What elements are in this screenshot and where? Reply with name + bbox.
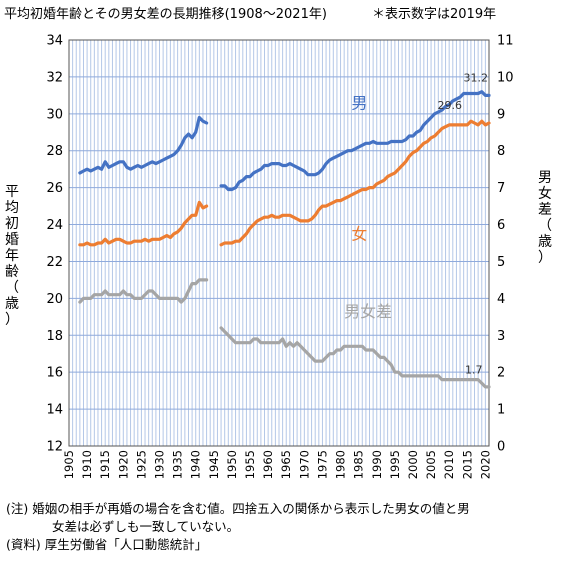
axes [68, 39, 490, 447]
y-left-tick-label: 30 [46, 107, 63, 122]
series-line-male [78, 115, 209, 175]
chart-title: 平均初婚年齢とその男女差の長期推移(1908～2021年) [4, 7, 327, 22]
x-tick-label: 1980 [334, 450, 348, 479]
y-left-tick-label: 26 [46, 181, 63, 196]
chart-note: ＊表示数字は2019年 [372, 7, 497, 22]
y-left-axis-title-char: 婚 [5, 232, 19, 248]
y-left-axis-title-char: ） [5, 312, 19, 328]
y-right-axis-title-char: 女 [538, 185, 552, 202]
annotations: 31.2 29.6 1.7 [438, 72, 489, 377]
x-tick-label: 1945 [207, 450, 221, 479]
series-label-gap: 男女差 [344, 302, 392, 321]
y-left-axis-title-char: 齢 [5, 264, 19, 280]
series-line-male [219, 90, 491, 192]
y-left-tick-label: 32 [46, 70, 63, 85]
y-right-axis-title-char: 差 [538, 202, 552, 218]
y-left-axis-title-char: 初 [5, 215, 19, 232]
x-tick-label: 2000 [406, 450, 420, 479]
y-right-tick-label: 3 [497, 329, 505, 344]
x-tick-label: 1920 [116, 450, 130, 479]
y-left-tick-label: 12 [46, 440, 63, 455]
series-lines [78, 90, 491, 389]
y-left-tick-label: 24 [46, 218, 63, 233]
y-right-tick-label: 2 [497, 366, 505, 381]
x-tick-label: 1925 [134, 450, 148, 479]
x-tick-label: 1950 [225, 450, 239, 479]
y-right-axis-title-char: （ [538, 218, 552, 234]
x-tick-label: 1975 [315, 450, 329, 479]
x-tick-label: 1985 [352, 450, 366, 479]
y-right-axis-title-char: 歳 [538, 234, 552, 250]
footer-source: (資料) 厚生労働省「人口動態統計」 [6, 537, 208, 552]
plot-frame [68, 39, 490, 447]
y-right-tick-label: 4 [497, 292, 505, 307]
y-left-axis-title-char: 年 [5, 248, 19, 264]
y-left-axis-title-char: （ [5, 280, 19, 296]
x-tick-label: 1965 [279, 450, 293, 479]
footer-note-line2: 女差は必ずしも一致していない。 [52, 519, 240, 534]
y-left-tick-label: 14 [46, 403, 63, 418]
y-right-axis-title-char: 男 [538, 170, 552, 186]
y-left-tick-label: 34 [46, 34, 63, 49]
series-line-female [78, 200, 209, 247]
y-right-tick-label: 7 [497, 181, 505, 196]
y-left-tick-label: 22 [46, 255, 63, 270]
x-tick-label: 1915 [98, 450, 112, 479]
annotation-label: 31.2 [464, 72, 489, 85]
x-tick-label: 1930 [153, 450, 167, 479]
y-right-tick-label: 8 [497, 144, 505, 159]
x-tick-label: 1935 [171, 450, 185, 479]
series-line-gap [78, 278, 209, 304]
y-left-axis-title-char: 平 [5, 184, 19, 200]
line-chart: 1214161820222426283032340123456789101119… [5, 34, 552, 480]
x-tick-label: 1910 [80, 450, 94, 479]
x-tick-label: 1960 [261, 450, 275, 479]
x-tick-label: 1940 [189, 450, 203, 479]
y-left-tick-label: 28 [46, 144, 63, 159]
series-line-female [219, 119, 491, 247]
footer-note-line1: (注) 婚姻の相手が再婚の場合を含む値。四捨五入の関係から表示した男女の値と男 [6, 501, 470, 516]
y-left-tick-label: 20 [46, 292, 63, 307]
y-right-tick-label: 9 [497, 107, 505, 122]
y-right-tick-label: 1 [497, 403, 505, 418]
x-tick-label: 2020 [478, 450, 492, 479]
annotation-label: 1.7 [465, 363, 483, 376]
annotation-label: 29.6 [438, 99, 463, 112]
y-right-tick-label: 6 [497, 218, 505, 233]
y-left-tick-label: 16 [46, 366, 63, 381]
x-tick-label: 2015 [460, 450, 474, 479]
x-tick-label: 1995 [388, 450, 402, 479]
y-left-tick-label: 18 [46, 329, 63, 344]
x-tick-label: 1905 [62, 450, 76, 479]
x-tick-label: 1955 [243, 450, 257, 479]
tick-labels: 1214161820222426283032340123456789101119… [46, 34, 513, 480]
y-right-tick-label: 5 [497, 255, 505, 270]
x-tick-label: 1990 [370, 450, 384, 479]
y-right-tick-label: 11 [497, 34, 514, 49]
x-tick-label: 1970 [297, 450, 311, 479]
series-label-female: 女 [351, 224, 367, 243]
footer-notes: (注) 婚姻の相手が再婚の場合を含む値。四捨五入の関係から表示した男女の値と男 … [6, 500, 470, 554]
series-label-male: 男 [351, 93, 367, 112]
series-line-gap [219, 326, 491, 389]
y-right-axis-title-char: ） [538, 250, 552, 266]
axis-titles: 平均初婚年齢（歳）男女差（歳） [5, 170, 552, 328]
y-right-tick-label: 0 [497, 440, 505, 455]
x-tick-label: 2005 [424, 450, 438, 479]
y-right-tick-label: 10 [497, 70, 514, 85]
y-left-axis-title-char: 歳 [5, 296, 19, 312]
x-tick-label: 2010 [442, 450, 456, 479]
y-left-axis-title-char: 均 [5, 200, 19, 216]
